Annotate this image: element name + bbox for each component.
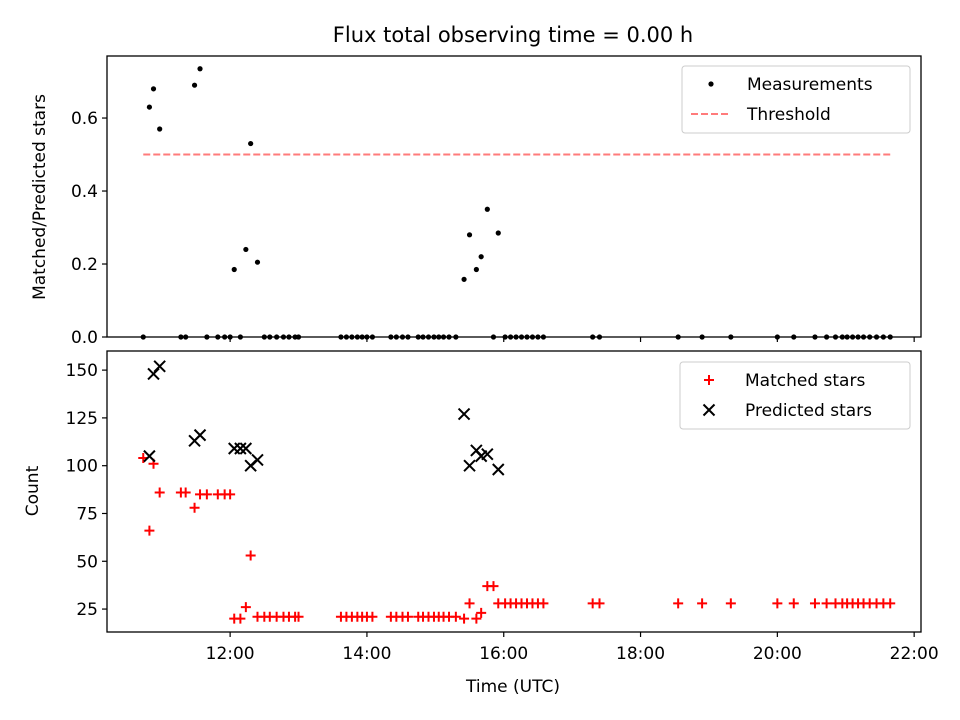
matched-star-point xyxy=(821,598,832,609)
bottom-plot-frame xyxy=(106,350,922,633)
legend-entry-label: Matched stars xyxy=(745,371,865,391)
chart-title: Flux total observing time = 0.00 h xyxy=(333,23,693,47)
matched-star-point xyxy=(367,611,378,622)
predicted-star-point xyxy=(463,459,476,472)
matched-star-point xyxy=(464,598,475,609)
bottom-ticks: 25 50 75 100 125 150 12:00 14:00 16:00 18:00 20:00… xyxy=(66,361,939,664)
matched-star-point xyxy=(772,598,783,609)
matched-star-point xyxy=(725,598,736,609)
legend-entry-label: Measurements xyxy=(747,75,873,95)
bottom-x-tick-label: 14:00 xyxy=(342,644,391,664)
matched-star-point xyxy=(240,602,251,613)
predicted-star-point xyxy=(147,367,160,381)
bottom-y-tick-label: 75 xyxy=(76,504,98,524)
matched-star-point xyxy=(293,611,304,622)
bottom-legend-box xyxy=(679,361,911,430)
matched-star-point xyxy=(154,487,165,498)
matched-star-point xyxy=(201,489,212,500)
top-y-tick-label: 0.0 xyxy=(71,328,98,348)
legend-measurement-marker xyxy=(708,81,714,87)
top-legend: Measurements Threshold xyxy=(681,65,911,134)
bottom-x-tick-label: 12:00 xyxy=(206,644,255,664)
predicted-star-point xyxy=(228,442,241,455)
predicted-star-point xyxy=(153,360,166,373)
matched-star-point xyxy=(885,598,896,609)
top-panel: 0.0 0.2 0.4 0.6 Matched/Predicted stars Mea… xyxy=(30,55,922,348)
predicted-star-point xyxy=(481,448,494,461)
measurement-point xyxy=(495,230,501,236)
matched-star-point xyxy=(225,489,236,500)
predicted-star-point xyxy=(457,407,471,421)
matched-star-point xyxy=(245,550,256,561)
measurement-point xyxy=(473,266,479,273)
measurement-point xyxy=(231,266,237,273)
bottom-x-tick-label: 18:00 xyxy=(616,644,665,664)
matched-star-point xyxy=(450,611,461,622)
top-y-tick-label: 0.6 xyxy=(71,109,98,129)
top-y-tick-label: 0.4 xyxy=(71,182,98,202)
top-plot-frame xyxy=(106,55,922,338)
bottom-x-tick-label: 22:00 xyxy=(890,644,939,664)
legend-entry-label: Threshold xyxy=(746,105,831,125)
top-ticks: 0.0 0.2 0.4 0.6 xyxy=(71,109,915,348)
matched-star-point xyxy=(235,613,246,624)
matched-star-point xyxy=(538,598,549,609)
measurement-point xyxy=(243,246,249,253)
matched-star-point xyxy=(180,487,191,498)
predicted-star-point xyxy=(492,463,505,476)
bottom-y-tick-label: 25 xyxy=(76,600,98,620)
measurement-point xyxy=(191,82,198,88)
predicted-star-point xyxy=(251,453,264,467)
matched-star-point xyxy=(697,598,708,609)
bottom-plot-marks xyxy=(138,360,896,624)
measurement-point xyxy=(157,126,163,132)
measurement-point xyxy=(484,206,490,212)
predicted-star-point xyxy=(234,442,247,455)
top-y-axis-label: Matched/Predicted stars xyxy=(30,94,50,300)
top-plot-marks xyxy=(140,66,893,340)
bottom-x-tick-label: 20:00 xyxy=(753,644,802,664)
matched-star-point xyxy=(144,525,155,536)
bottom-y-tick-label: 50 xyxy=(76,552,98,572)
measurement-point xyxy=(150,86,157,92)
measurement-point xyxy=(197,66,203,72)
bottom-y-tick-label: 100 xyxy=(66,457,98,477)
bottom-y-tick-label: 125 xyxy=(66,409,98,429)
bottom-y-axis-label: Count xyxy=(23,465,43,516)
legend-entry-label: Predicted stars xyxy=(745,401,872,421)
x-axis-label: Time (UTC) xyxy=(465,677,560,697)
top-y-tick-label: 0.2 xyxy=(71,255,98,275)
legend-matched-marker xyxy=(704,375,714,385)
legend-predicted-marker xyxy=(702,403,716,417)
matched-star-point xyxy=(459,613,470,624)
matched-star-point xyxy=(476,607,487,618)
matched-star-point xyxy=(673,598,684,609)
matched-star-point xyxy=(788,598,799,609)
matched-star-point xyxy=(594,598,605,609)
predicted-star-point xyxy=(239,442,253,455)
top-legend-box xyxy=(681,65,911,134)
measurement-point xyxy=(466,232,473,238)
bottom-x-tick-label: 16:00 xyxy=(479,644,528,664)
matched-star-point xyxy=(189,502,200,513)
measurement-point xyxy=(254,259,261,265)
bottom-legend: Matched stars Predicted stars xyxy=(679,361,911,430)
matched-star-point xyxy=(809,598,820,609)
matched-star-point xyxy=(402,611,413,622)
measurement-point xyxy=(461,276,467,282)
matched-star-point xyxy=(471,613,482,624)
measurement-point xyxy=(248,140,254,147)
bottom-panel: 25 50 75 100 125 150 12:00 14:00 16:00 18:00 20:00… xyxy=(23,350,939,697)
measurement-point xyxy=(146,104,153,110)
predicted-star-point xyxy=(193,428,207,442)
bottom-y-tick-label: 150 xyxy=(66,361,98,381)
matched-star-point xyxy=(488,581,499,592)
measurement-point xyxy=(478,254,484,260)
predicted-star-point xyxy=(143,449,156,463)
